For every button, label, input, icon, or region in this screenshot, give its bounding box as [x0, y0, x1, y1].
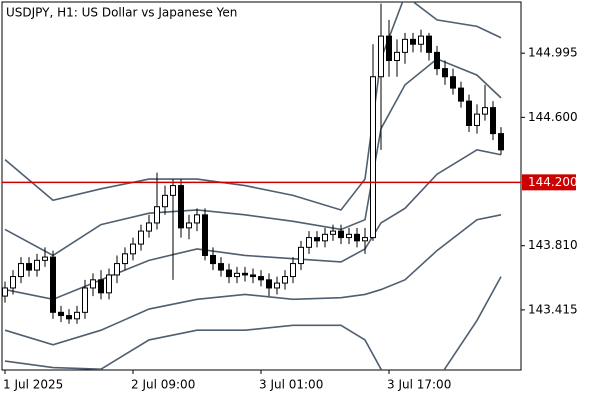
candle-body	[106, 274, 112, 294]
band-line	[4, 2, 502, 211]
candle-body	[362, 237, 368, 242]
y-tick-label: 143.415	[528, 302, 578, 316]
candle-body	[218, 263, 224, 271]
band-line	[4, 57, 502, 257]
candle-body	[370, 76, 376, 239]
price-level-label-box	[522, 174, 576, 191]
candle-body	[394, 51, 400, 61]
candle-body	[298, 246, 304, 265]
candle-body	[442, 68, 448, 78]
candle-body	[490, 107, 496, 135]
candle-body	[10, 276, 16, 289]
candle-body	[402, 38, 408, 53]
candle-body	[50, 256, 56, 313]
candle-body	[306, 237, 312, 248]
candle-body	[450, 76, 456, 89]
y-tick-label: 144.995	[528, 46, 578, 60]
candle-body	[146, 222, 152, 232]
candle-body	[58, 311, 64, 317]
candle-body	[26, 263, 32, 271]
candle-body	[258, 276, 264, 281]
candle-body	[338, 230, 344, 239]
candle-body	[138, 230, 144, 245]
candle-body	[322, 233, 328, 242]
candle-body	[386, 35, 392, 61]
candle-body	[410, 38, 416, 45]
candle-body	[314, 237, 320, 242]
candle-body	[82, 287, 88, 313]
candle-body	[90, 279, 96, 289]
plot-area	[2, 2, 504, 370]
candle-body	[122, 253, 128, 265]
candle-body	[458, 87, 464, 102]
candle-body	[226, 269, 232, 278]
candle-body	[426, 35, 432, 53]
x-tick-label: 3 Jul 01:00	[259, 378, 323, 392]
candle-body	[178, 185, 184, 229]
candle-body	[474, 113, 480, 126]
chart-title: USDJPY, H1: US Dollar vs Japanese Yen	[6, 6, 237, 20]
candle-body	[498, 133, 504, 151]
candle-body	[98, 279, 104, 294]
candle-body	[162, 194, 168, 208]
candle-body	[210, 254, 216, 265]
y-tick-label: 143.810	[528, 238, 578, 252]
candle-body	[282, 276, 288, 284]
candle-body	[2, 287, 8, 297]
candle-body	[466, 100, 472, 126]
candle-body	[18, 263, 24, 278]
candle-body	[290, 263, 296, 278]
candle-body	[418, 35, 424, 45]
y-tick-label: 144.600	[528, 110, 578, 124]
x-tick-label: 1 Jul 2025	[3, 378, 63, 392]
candle-body	[42, 256, 48, 261]
candle-body	[202, 214, 208, 256]
band-line	[4, 214, 502, 346]
price-level-label: 144.200	[528, 175, 578, 189]
candle-body	[154, 206, 160, 224]
candle-body	[170, 185, 176, 196]
candle-body	[434, 51, 440, 70]
candle-body	[34, 259, 40, 271]
candle-body	[378, 35, 384, 78]
candle-body	[274, 282, 280, 289]
candle-body	[66, 315, 72, 320]
band-line	[4, 276, 502, 370]
candle-body	[242, 272, 248, 276]
candle-body	[330, 230, 336, 235]
candle-body	[194, 214, 200, 224]
candle-body	[186, 222, 192, 229]
candle-body	[250, 274, 256, 278]
candle-body	[266, 279, 272, 289]
candle-body	[130, 243, 136, 255]
candle-body	[482, 107, 488, 115]
candle-body	[74, 311, 80, 320]
candle-body	[354, 233, 360, 242]
candle-body	[346, 233, 352, 239]
candle-body	[234, 272, 240, 278]
x-tick-label: 3 Jul 17:00	[387, 378, 451, 392]
x-tick-label: 2 Jul 09:00	[131, 378, 195, 392]
candle-body	[114, 263, 120, 276]
